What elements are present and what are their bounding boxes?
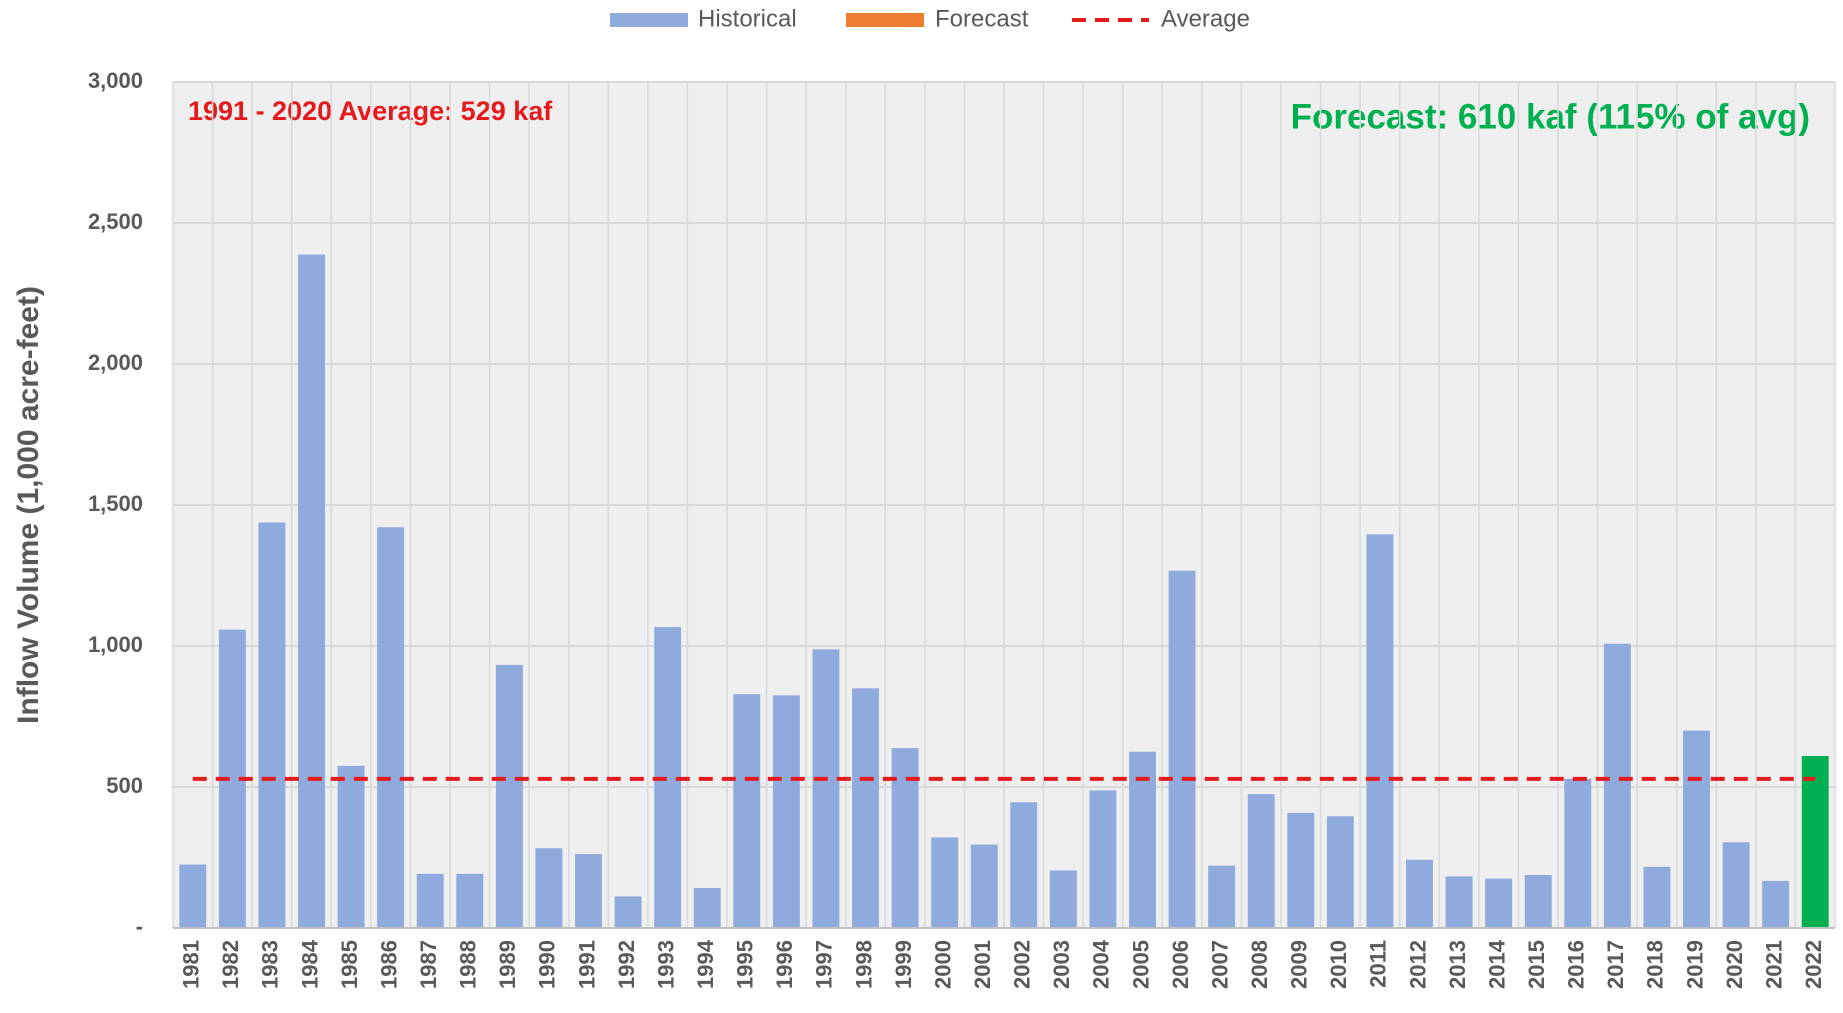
x-tick-label: 2017: [1603, 940, 1628, 989]
bar: [535, 848, 563, 928]
x-tick-label: 2014: [1484, 939, 1509, 989]
bar: [179, 864, 207, 928]
y-tick-label: -: [136, 914, 143, 939]
y-tick-label: 2,500: [88, 209, 143, 234]
bar: [298, 254, 325, 929]
bar: [614, 896, 642, 928]
x-tick-label: 2018: [1643, 940, 1668, 989]
bar: [812, 649, 840, 928]
x-tick-label: 1985: [337, 940, 362, 989]
x-tick-label: 1998: [851, 940, 876, 989]
y-tick-label: 1,000: [88, 632, 143, 657]
bar: [693, 887, 721, 928]
x-tick-label: 1983: [258, 940, 283, 989]
x-tick-label: 2021: [1761, 940, 1786, 989]
bar: [970, 844, 998, 928]
x-tick-label: 1996: [772, 940, 797, 989]
x-tick-label: 2008: [1247, 940, 1272, 989]
x-tick-label: 1982: [218, 940, 243, 989]
bar: [1445, 876, 1473, 928]
bar: [1366, 534, 1394, 928]
x-tick-label: 1991: [574, 940, 599, 989]
x-tick-label: 1981: [179, 940, 204, 989]
legend-swatch: [610, 13, 688, 27]
x-tick-label: 2013: [1445, 940, 1470, 989]
x-tick-label: 2022: [1801, 940, 1826, 989]
x-tick-label: 2009: [1287, 940, 1312, 989]
bar: [1801, 755, 1829, 928]
bar: [1564, 778, 1592, 928]
bar: [1168, 570, 1196, 928]
x-tick-label: 2000: [930, 940, 955, 989]
x-tick-label: 1989: [495, 940, 520, 989]
x-tick-label: 2016: [1564, 940, 1589, 989]
x-tick-label: 2011: [1366, 940, 1391, 988]
bar: [1524, 874, 1552, 928]
bar: [772, 695, 800, 928]
x-tick-label: 2019: [1682, 940, 1707, 989]
bar: [495, 664, 523, 928]
bar: [1643, 866, 1671, 928]
legend-label: Historical: [698, 5, 797, 32]
bar: [733, 694, 761, 928]
x-tick-label: 2006: [1168, 940, 1193, 989]
legend-label: Average: [1161, 5, 1250, 32]
bar: [1089, 790, 1117, 928]
x-tick-label: 2010: [1326, 940, 1351, 989]
bar: [1722, 842, 1750, 928]
x-tick-label: 1997: [812, 940, 837, 989]
bar: [1326, 816, 1354, 928]
y-tick-label: 1,500: [88, 491, 143, 516]
x-tick-label: 2003: [1049, 940, 1074, 989]
bar: [416, 873, 444, 928]
x-tick-label: 1994: [693, 939, 718, 989]
bar: [1485, 878, 1513, 928]
x-tick-label: 2015: [1524, 940, 1549, 989]
x-tick-label: 2007: [1207, 940, 1232, 989]
x-tick-label: 1984: [297, 939, 322, 989]
x-tick-label: 2012: [1405, 940, 1430, 989]
y-tick-label: 500: [106, 773, 143, 798]
bar: [1010, 802, 1038, 928]
bar: [1208, 865, 1236, 928]
legend-swatch: [846, 13, 924, 27]
x-tick-label: 2020: [1722, 940, 1747, 989]
y-tick-label: 3,000: [88, 68, 143, 93]
x-tick-label: 1993: [653, 940, 678, 989]
bar: [1603, 643, 1631, 928]
bar: [377, 527, 405, 928]
bar: [1406, 859, 1433, 928]
bar: [258, 522, 286, 928]
bar: [1129, 751, 1156, 928]
x-tick-label: 2002: [1010, 940, 1035, 989]
y-tick-label: 2,000: [88, 350, 143, 375]
x-tick-label: 2005: [1128, 940, 1153, 989]
bar: [1287, 812, 1315, 928]
bar: [891, 748, 919, 928]
bar: [931, 837, 959, 928]
x-tick-label: 1990: [535, 940, 560, 989]
bar: [1049, 870, 1077, 928]
x-tick-label: 1988: [456, 940, 481, 989]
x-tick-label: 2001: [970, 940, 995, 989]
bar: [1762, 880, 1790, 928]
bar: [852, 688, 879, 928]
x-tick-label: 1992: [614, 940, 639, 989]
bar: [456, 873, 484, 928]
x-tick-label: 2004: [1089, 939, 1114, 989]
x-tick-label: 1999: [891, 940, 916, 989]
legend-label: Forecast: [935, 5, 1029, 32]
forecast-annotation: Forecast: 610 kaf (115% of avg): [1291, 97, 1810, 136]
bar: [575, 854, 602, 928]
bar: [1683, 730, 1710, 928]
bar: [1247, 794, 1275, 928]
y-axis-label: Inflow Volume (1,000 acre-feet): [12, 286, 45, 724]
bar: [337, 765, 365, 928]
x-tick-label: 1995: [733, 940, 758, 989]
x-tick-label: 1987: [416, 940, 441, 989]
x-tick-label: 1986: [376, 940, 401, 989]
